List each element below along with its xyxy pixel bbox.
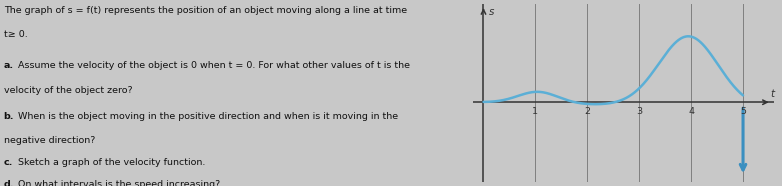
Text: The graph of s = f(t) represents the position of an object moving along a line a: The graph of s = f(t) represents the pos… [4,6,407,15]
Text: Assume the velocity of the object is 0 when t = 0. For what other values of t is: Assume the velocity of the object is 0 w… [18,61,410,70]
Text: 4: 4 [688,107,694,116]
Text: s: s [489,7,494,17]
Text: 3: 3 [636,107,642,116]
Text: b.: b. [4,112,14,121]
Text: t: t [770,89,774,99]
Text: 1: 1 [533,107,538,116]
Text: negative direction?: negative direction? [4,136,95,145]
Text: c.: c. [4,158,13,167]
Text: a.: a. [4,61,14,70]
Text: t≥ 0.: t≥ 0. [4,30,27,39]
Text: When is the object moving in the positive direction and when is it moving in the: When is the object moving in the positiv… [18,112,398,121]
Text: d.: d. [4,180,14,186]
Text: 5: 5 [740,107,746,116]
Text: On what intervals is the speed increasing?: On what intervals is the speed increasin… [18,180,220,186]
Text: velocity of the object zero?: velocity of the object zero? [4,86,132,94]
Text: 2: 2 [584,107,590,116]
Text: Sketch a graph of the velocity function.: Sketch a graph of the velocity function. [18,158,205,167]
